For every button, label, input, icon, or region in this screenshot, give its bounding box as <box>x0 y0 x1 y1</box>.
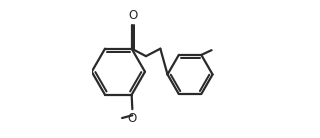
Text: O: O <box>128 9 137 22</box>
Text: O: O <box>128 112 137 125</box>
